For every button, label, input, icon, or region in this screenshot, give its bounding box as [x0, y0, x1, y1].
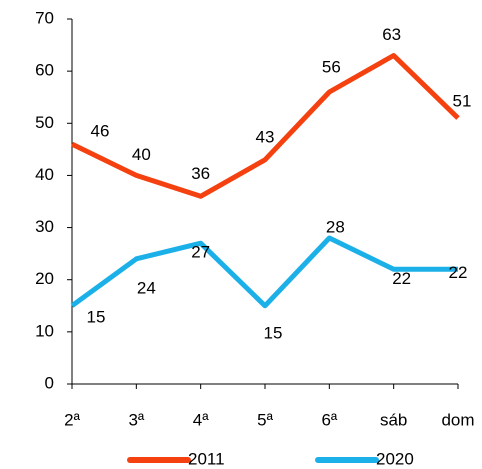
y-tick-label: 50	[35, 113, 54, 132]
series-line	[70, 235, 458, 309]
data-label: 46	[91, 122, 110, 141]
data-label: 28	[326, 217, 345, 236]
x-tick-label: 4ª	[193, 410, 209, 429]
y-tick-label: 70	[35, 8, 54, 27]
data-label: 51	[453, 92, 472, 111]
x-tick-label: 3ª	[128, 410, 144, 429]
legend-label: 2020	[376, 449, 414, 468]
series-line	[70, 53, 460, 199]
data-label: 36	[191, 164, 210, 183]
x-tick-label: 6ª	[321, 410, 337, 429]
y-tick-label: 0	[45, 373, 54, 392]
data-label: 43	[256, 127, 275, 146]
data-label: 27	[191, 243, 210, 262]
legend-label: 2011	[188, 449, 225, 468]
data-label: 15	[87, 307, 106, 326]
x-tick-label: dom	[441, 410, 474, 429]
x-tick-label: sáb	[380, 410, 407, 429]
y-tick-label: 60	[35, 61, 54, 80]
data-label: 63	[382, 25, 401, 44]
data-label: 40	[132, 145, 151, 164]
y-tick-label: 30	[35, 217, 54, 236]
y-tick-label: 40	[35, 165, 54, 184]
y-tick-label: 20	[35, 269, 54, 288]
data-label: 22	[392, 269, 411, 288]
data-label: 24	[137, 278, 156, 297]
data-label: 22	[449, 263, 468, 282]
data-label: 56	[322, 57, 341, 76]
x-tick-label: 2ª	[64, 410, 80, 429]
x-tick-label: 5ª	[257, 410, 273, 429]
data-label: 15	[264, 323, 283, 342]
y-tick-label: 10	[35, 321, 54, 340]
